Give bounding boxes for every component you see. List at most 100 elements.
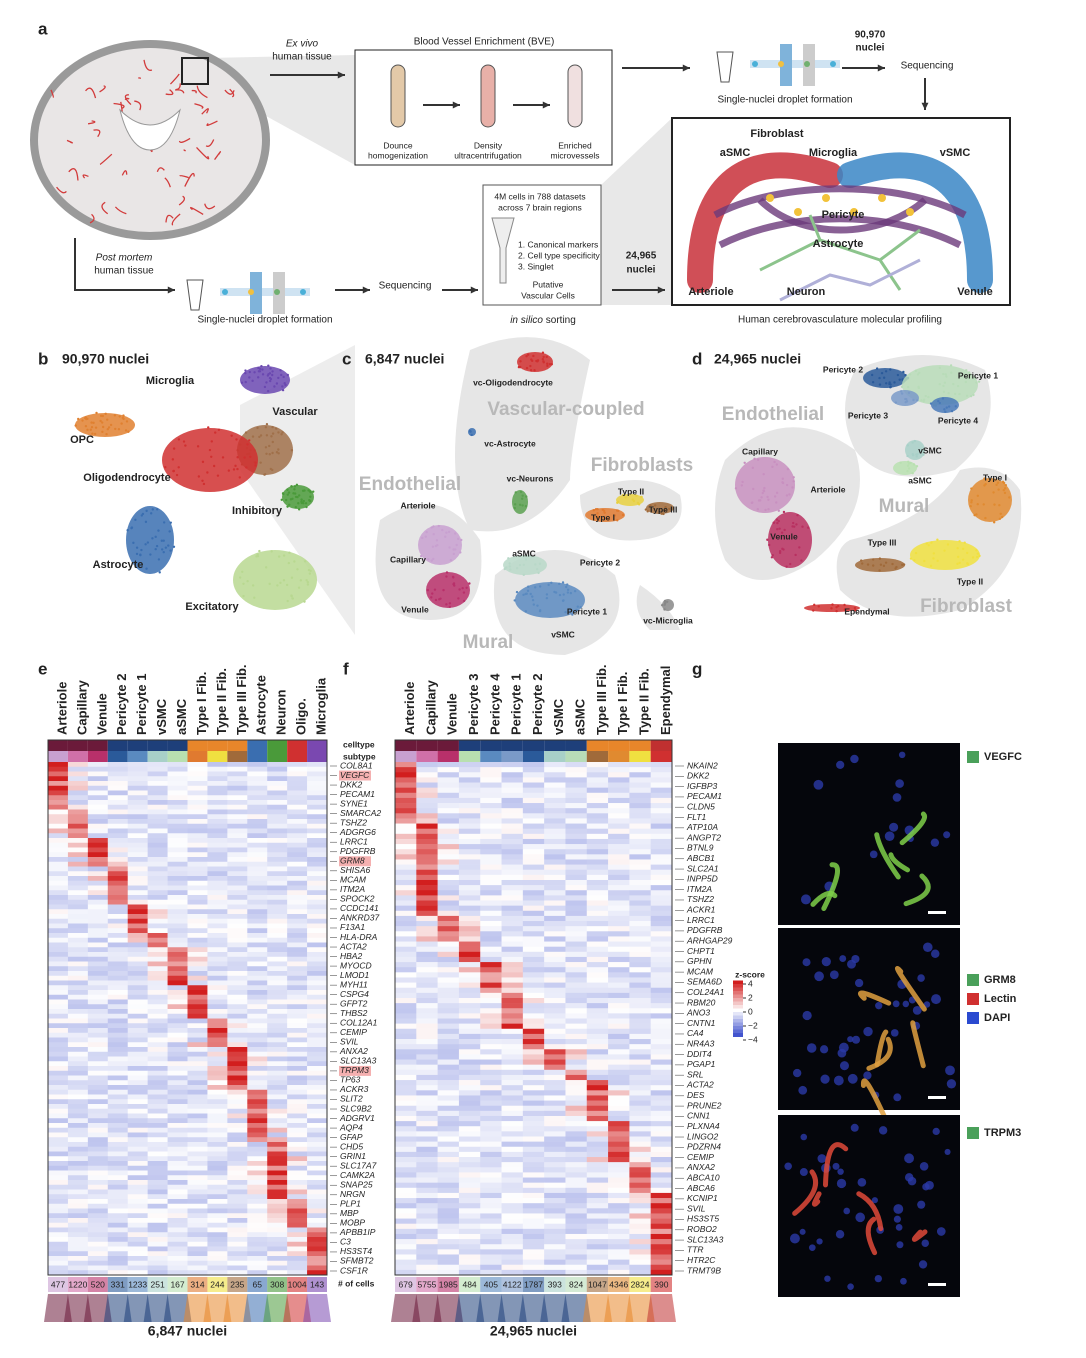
heatmap-cell xyxy=(651,1044,673,1049)
legend-swatch xyxy=(967,974,979,986)
heatmap-cell xyxy=(148,1247,168,1252)
legend-swatch xyxy=(733,1030,743,1034)
heatmap-cell xyxy=(459,854,481,859)
heatmap-cell xyxy=(128,1109,148,1114)
heatmap-cell xyxy=(267,795,287,800)
heatmap-cell xyxy=(544,998,566,1003)
heatmap-cell xyxy=(48,1228,68,1233)
heatmap-cell xyxy=(651,1219,673,1224)
cell-point xyxy=(925,395,927,397)
cell-point xyxy=(184,444,186,446)
heatmap-cell xyxy=(227,919,247,924)
heatmap-cell xyxy=(128,895,148,900)
label: Vascular Cells xyxy=(521,290,575,300)
heatmap-cell xyxy=(287,995,307,1000)
heatmap-cell xyxy=(459,942,481,947)
label: sorting xyxy=(546,315,576,326)
heatmap-cell xyxy=(480,1075,502,1080)
cell-point xyxy=(249,456,251,458)
heatmap-cell xyxy=(416,936,438,941)
heatmap-cell xyxy=(416,926,438,931)
heatmap-cell xyxy=(629,1188,651,1193)
heatmap-cell xyxy=(395,1265,417,1270)
heatmap-cell xyxy=(128,1171,148,1176)
heatmap-cell xyxy=(227,819,247,824)
heatmap-cell xyxy=(502,1003,524,1008)
heatmap-cell xyxy=(247,1118,267,1123)
cell-count: 1004 xyxy=(288,1279,307,1289)
heatmap-cell xyxy=(287,1061,307,1066)
heatmap-cell xyxy=(307,762,327,767)
cell-point xyxy=(268,583,270,585)
cell-point xyxy=(211,440,213,442)
heatmap-cell xyxy=(48,890,68,895)
heatmap-cell xyxy=(267,952,287,957)
heatmap-cell xyxy=(188,1152,208,1157)
heatmap-cell xyxy=(207,1171,227,1176)
cell-point xyxy=(244,369,246,371)
heatmap-cell xyxy=(651,1208,673,1213)
cell-point xyxy=(530,369,532,371)
heatmap-cell xyxy=(68,871,88,876)
heatmap-cell xyxy=(565,793,587,798)
heatmap-cell xyxy=(608,906,630,911)
heatmap-cell xyxy=(608,1003,630,1008)
heatmap-cell xyxy=(502,1095,524,1100)
heatmap-cell xyxy=(168,1004,188,1009)
heatmap-cell xyxy=(416,895,438,900)
heatmap-cell xyxy=(544,1224,566,1229)
heatmap-cell xyxy=(168,829,188,834)
cell-point xyxy=(533,369,535,371)
heatmap-cell xyxy=(587,1111,609,1116)
heatmap-cell xyxy=(267,1095,287,1100)
heatmap-cell xyxy=(207,805,227,810)
column-label: Venule xyxy=(94,693,109,735)
subtype-bar xyxy=(48,751,68,762)
heatmap-cell xyxy=(247,900,267,905)
heatmap-cell xyxy=(128,1019,148,1024)
cell-point xyxy=(307,583,309,585)
heatmap-cell xyxy=(267,1218,287,1223)
heatmap-cell xyxy=(287,1066,307,1071)
cell-point xyxy=(295,506,297,508)
cell-point xyxy=(752,488,754,490)
heatmap-cell xyxy=(207,1261,227,1266)
cell-point xyxy=(766,539,768,541)
heatmap-cell xyxy=(480,1003,502,1008)
heatmap-cell xyxy=(88,1209,108,1214)
label: homogenization xyxy=(368,150,428,160)
label: 2. Cell type specificity xyxy=(518,250,600,260)
cell-point xyxy=(776,492,778,494)
heatmap-cell xyxy=(416,1065,438,1070)
column-label: Arteriole xyxy=(402,682,417,735)
nucleus xyxy=(858,1178,867,1187)
heatmap-cell xyxy=(459,906,481,911)
gene-label: VEGFC xyxy=(340,770,370,780)
gene-label: ACTA2 xyxy=(686,1080,714,1090)
heatmap-cell xyxy=(188,1095,208,1100)
heatmap-cell xyxy=(629,762,651,767)
heatmap-cell xyxy=(128,1137,148,1142)
cell-point xyxy=(122,414,124,416)
heatmap-cell xyxy=(287,1076,307,1081)
cell-point xyxy=(252,435,254,437)
heatmap-cell xyxy=(438,1208,460,1213)
heatmap-cell xyxy=(188,1076,208,1081)
heatmap-cell xyxy=(128,1232,148,1237)
heatmap-cell xyxy=(395,967,417,972)
heatmap-cell xyxy=(523,1106,545,1111)
cell-point xyxy=(514,599,516,601)
cell-point xyxy=(883,377,885,379)
heatmap-cell xyxy=(68,843,88,848)
heatmap-cell xyxy=(544,1106,566,1111)
cluster xyxy=(162,428,258,492)
heatmap-cell xyxy=(88,919,108,924)
heatmap-cell xyxy=(395,911,417,916)
heatmap-cell xyxy=(188,938,208,943)
diagram-label: Arteriole xyxy=(688,286,733,298)
cell-point xyxy=(291,449,293,451)
heatmap-cell xyxy=(207,900,227,905)
heatmap-cell xyxy=(395,1111,417,1116)
heatmap-cell xyxy=(651,1193,673,1198)
cell-point xyxy=(77,418,79,420)
